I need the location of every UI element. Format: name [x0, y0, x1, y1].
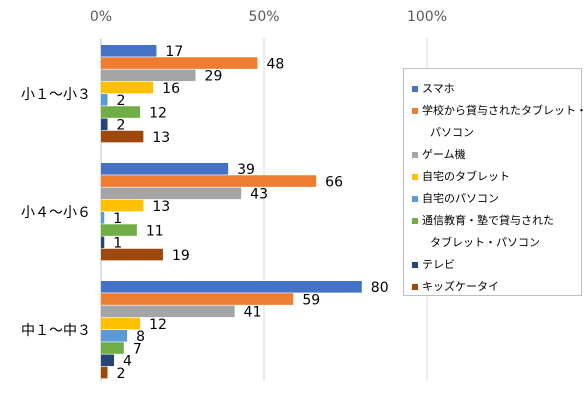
data-label: 43	[250, 187, 268, 203]
data-label: 2	[117, 93, 126, 109]
legend-label-school-tablet-line1: 学校から貸与されたタブレット・	[422, 104, 586, 117]
chart-legend: スマホ 学校から貸与されたタブレット・ パソコン ゲーム機 自宅のタブレット 自…	[403, 68, 586, 298]
legend-swatch-game-console	[412, 152, 418, 158]
x-tick-label: 0%	[90, 9, 112, 25]
legend-label-tv: テレビ	[422, 258, 455, 271]
bar	[101, 224, 137, 236]
legend-item-home-tablet: 自宅のタブレット	[412, 166, 581, 188]
bar	[101, 293, 294, 305]
data-label: 59	[302, 292, 320, 308]
bar	[101, 57, 258, 69]
data-label: 41	[244, 305, 262, 321]
legend-swatch-kids-phone	[412, 284, 418, 290]
legend-swatch-cram-tablet	[412, 218, 418, 224]
data-label: 13	[152, 199, 170, 215]
bar	[101, 118, 108, 131]
data-label: 29	[205, 69, 223, 85]
data-label: 7	[133, 341, 142, 357]
bar	[101, 366, 108, 379]
legend-swatch-school-tablet	[412, 108, 418, 114]
legend-label-cram-tablet-line2: タブレット・パソコン	[430, 236, 540, 249]
data-label: 2	[117, 118, 126, 134]
data-label: 80	[371, 280, 389, 296]
bar	[101, 130, 144, 143]
legend-item-kids-phone: キッズケータイ	[412, 276, 581, 298]
legend-swatch-smartphone	[412, 86, 418, 92]
bar	[101, 248, 163, 261]
data-label: 11	[146, 223, 164, 239]
bar	[101, 163, 229, 175]
category-label: 中１～中３	[21, 323, 91, 339]
legend-item-smartphone: スマホ	[412, 78, 581, 100]
legend-item-game-console: ゲーム機	[412, 144, 581, 166]
bar	[101, 354, 115, 367]
x-tick-label: 50%	[248, 9, 279, 25]
bar	[101, 342, 124, 354]
data-label: 8	[136, 329, 145, 345]
bar	[101, 281, 362, 293]
bar	[101, 81, 154, 94]
bar	[101, 305, 235, 318]
data-label: 1	[113, 211, 122, 227]
legend-label-cram-tablet-line1: 通信教育・塾で貸与された	[422, 214, 554, 227]
category-label: 小１～小３	[21, 87, 91, 103]
legend-label-game-console: ゲーム機	[422, 148, 466, 161]
bar	[101, 317, 141, 330]
legend-label-home-pc: 自宅のパソコン	[422, 192, 499, 205]
category-label: 小４～小６	[21, 205, 91, 221]
data-label: 17	[165, 44, 183, 60]
legend-item-school-tablet: 学校から貸与されたタブレット・ パソコン	[412, 100, 586, 144]
data-label: 48	[266, 56, 284, 72]
bar	[101, 45, 157, 57]
data-label: 16	[162, 81, 180, 97]
data-label: 2	[117, 366, 126, 382]
data-label: 4	[123, 354, 132, 370]
bar	[101, 69, 196, 82]
legend-item-home-pc: 自宅のパソコン	[412, 188, 581, 210]
data-label: 19	[172, 248, 190, 264]
bar	[101, 175, 317, 187]
legend-swatch-home-pc	[412, 196, 418, 202]
bar	[101, 236, 105, 249]
legend-label-home-tablet: 自宅のタブレット	[422, 170, 510, 183]
data-label: 66	[325, 174, 343, 190]
data-label: 13	[152, 130, 170, 146]
bar	[101, 94, 108, 106]
bar	[101, 106, 141, 118]
data-label: 12	[149, 105, 167, 121]
bar	[101, 330, 128, 342]
legend-swatch-home-tablet	[412, 174, 418, 180]
legend-item-tv: テレビ	[412, 254, 581, 276]
data-label: 39	[237, 162, 255, 178]
x-tick-label: 100%	[407, 9, 447, 25]
data-label: 12	[149, 317, 167, 333]
data-label: 1	[113, 236, 122, 252]
legend-label-school-tablet-line2: パソコン	[430, 126, 474, 139]
bar	[101, 199, 144, 212]
bar	[101, 187, 242, 200]
legend-item-cram-tablet: 通信教育・塾で貸与された タブレット・パソコン	[412, 210, 581, 254]
legend-swatch-tv	[412, 262, 418, 268]
bar	[101, 212, 105, 224]
legend-label-kids-phone: キッズケータイ	[422, 280, 499, 293]
legend-label-smartphone: スマホ	[422, 82, 455, 95]
